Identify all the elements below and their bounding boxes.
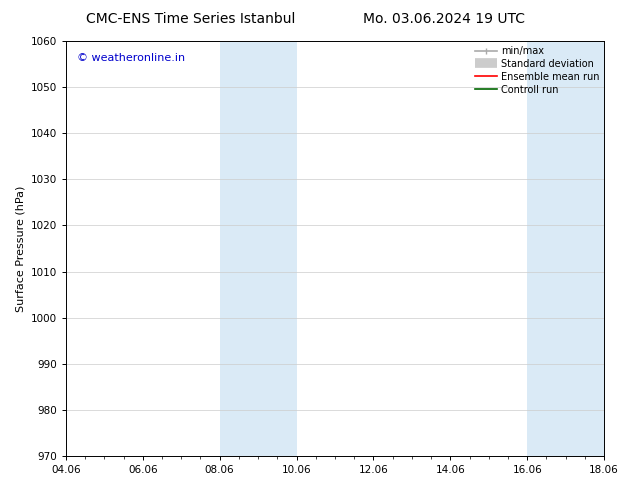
Text: CMC-ENS Time Series Istanbul: CMC-ENS Time Series Istanbul xyxy=(86,12,295,26)
Bar xyxy=(527,41,604,456)
Legend: min/max, Standard deviation, Ensemble mean run, Controll run: min/max, Standard deviation, Ensemble me… xyxy=(474,44,601,97)
Text: © weatheronline.in: © weatheronline.in xyxy=(77,53,184,64)
Text: Mo. 03.06.2024 19 UTC: Mo. 03.06.2024 19 UTC xyxy=(363,12,525,26)
Bar xyxy=(219,41,297,456)
Y-axis label: Surface Pressure (hPa): Surface Pressure (hPa) xyxy=(15,185,25,312)
